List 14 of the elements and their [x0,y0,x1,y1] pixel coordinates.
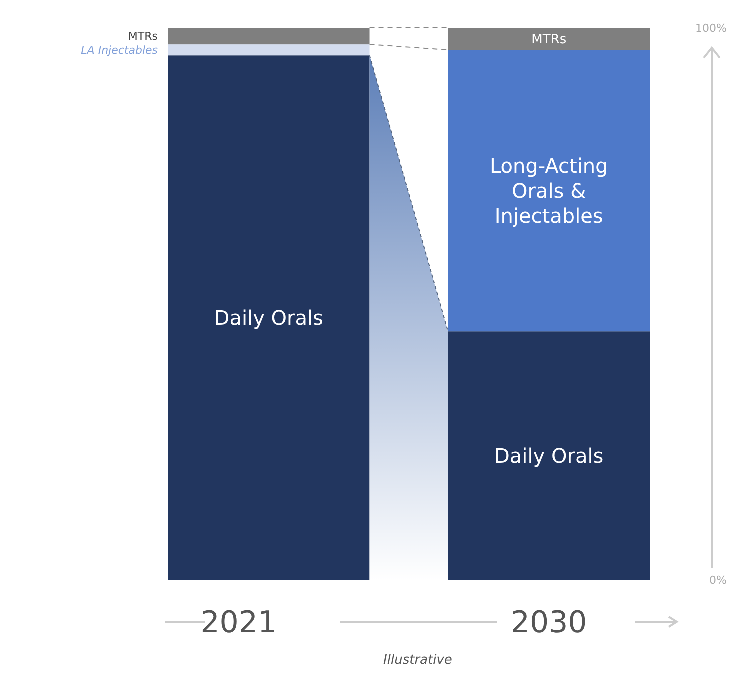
series-label: MTRs [532,32,567,48]
x-tick-label: 2030 [510,606,588,640]
x-tick-label: 2021 [200,606,278,640]
series-label: Long-Acting Orals & Injectables [490,154,608,228]
bar [168,44,370,56]
series-label: Daily Orals [214,306,324,330]
y-tick-label: 100% [696,22,727,35]
annotation: LA Injectables [81,44,158,57]
text: Daily Orals [494,444,604,468]
bar [168,28,370,45]
bar [448,28,650,50]
text: MTRs [128,30,158,44]
text: Illustrative [384,653,452,668]
y-tick-label: 0% [710,574,727,587]
